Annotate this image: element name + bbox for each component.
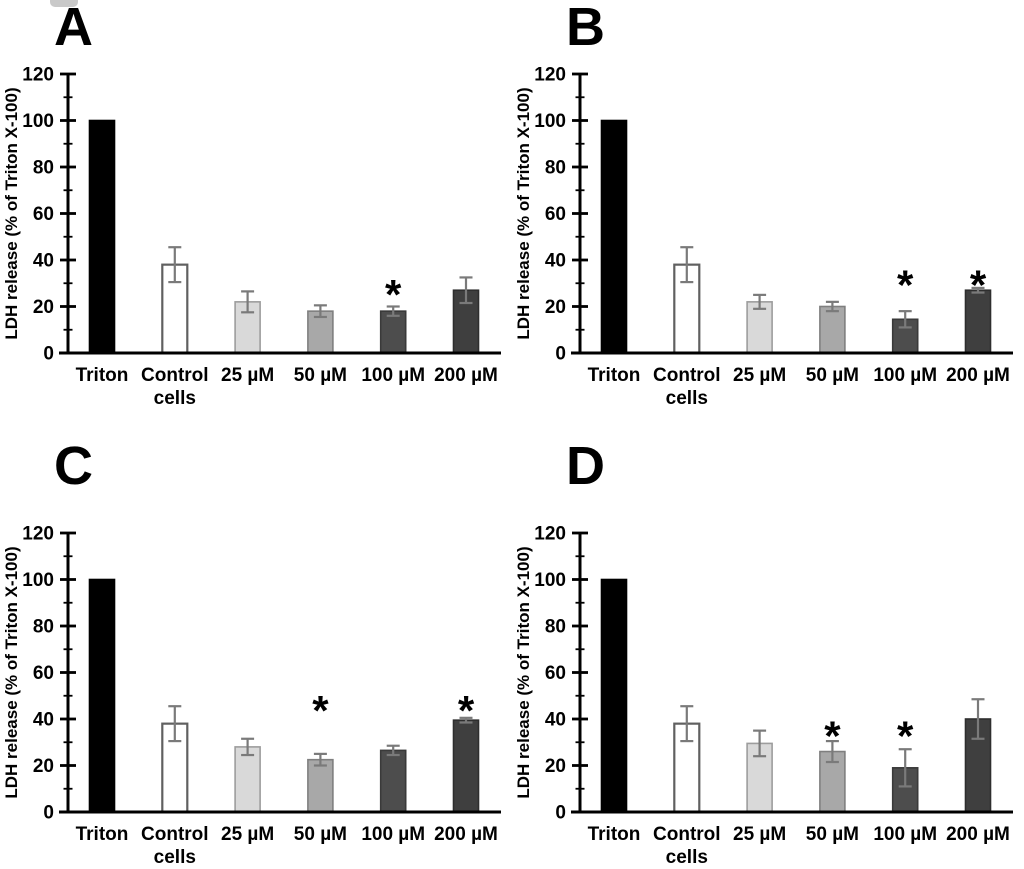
significance-asterisk-50-m: * (824, 712, 841, 759)
bar-50-m (307, 758, 334, 813)
significance-asterisk-200-m: * (970, 262, 987, 309)
significance-asterisk-50-m: * (312, 687, 329, 734)
x-category-label-control-cells-line2: cells (154, 388, 196, 409)
y-tick-label-80: 80 (33, 158, 54, 179)
y-tick-label-60: 60 (545, 204, 566, 225)
y-tick-label-120: 120 (22, 524, 54, 545)
y-tick-label-20: 20 (33, 297, 54, 318)
panel-b-letter: B (566, 0, 605, 57)
y-tick-label-40: 40 (545, 251, 566, 272)
x-category-label-25-m: 25 µM (221, 824, 274, 845)
y-axis-title: LDH release (% of Triton X-100) (2, 87, 21, 339)
x-category-label-200-m: 200 µM (946, 365, 1010, 386)
x-category-label-100-m: 100 µM (361, 824, 425, 845)
x-category-label-control-cells: Control (653, 824, 721, 845)
panel-a: A * 0 20 40 60 80 100 120 LDH release (% of Trit… (0, 0, 512, 435)
y-tick-label-80: 80 (545, 617, 566, 638)
y-tick-label-60: 60 (545, 663, 566, 684)
x-category-label-50-m: 50 µM (806, 365, 859, 386)
panel-a-letter: A (54, 0, 93, 57)
significance-asterisk-100-m: * (897, 712, 914, 759)
y-tick-label-80: 80 (33, 617, 54, 638)
bar-triton (88, 578, 116, 813)
panel-c-letter: C (54, 436, 93, 496)
y-tick-label-0: 0 (43, 803, 54, 824)
x-category-label-control-cells-line2: cells (666, 388, 708, 409)
x-category-label-100-m: 100 µM (361, 365, 425, 386)
x-category-label-25-m: 25 µM (733, 365, 786, 386)
x-category-label-triton: Triton (76, 824, 129, 845)
x-category-label-control-cells-line2: cells (154, 847, 196, 868)
x-category-label-control-cells: Control (653, 365, 721, 386)
y-tick-label-100: 100 (534, 570, 566, 591)
x-category-label-100-m: 100 µM (873, 365, 937, 386)
x-category-label-50-m: 50 µM (294, 365, 347, 386)
y-axis-title: LDH release (% of Triton X-100) (514, 546, 533, 798)
y-tick-label-80: 80 (545, 158, 566, 179)
y-tick-label-20: 20 (33, 756, 54, 777)
x-category-label-control-cells-line2: cells (666, 847, 708, 868)
y-tick-label-20: 20 (545, 297, 566, 318)
bar-200-m (452, 719, 480, 813)
x-category-label-triton: Triton (588, 365, 641, 386)
y-axis-title: LDH release (% of Triton X-100) (2, 546, 21, 798)
panel-c: C * * 0 20 40 60 80 100 120 LDH release (% of Tri… (0, 434, 512, 869)
x-category-label-triton: Triton (588, 824, 641, 845)
x-category-label-control-cells: Control (141, 824, 209, 845)
y-tick-label-120: 120 (534, 524, 566, 545)
bar-triton (88, 119, 116, 354)
x-category-label-200-m: 200 µM (434, 824, 498, 845)
x-category-label-200-m: 200 µM (434, 365, 498, 386)
y-tick-label-60: 60 (33, 204, 54, 225)
x-category-label-50-m: 50 µM (294, 824, 347, 845)
significance-asterisk-100-m: * (385, 271, 402, 318)
y-tick-label-40: 40 (545, 710, 566, 731)
x-category-label-100-m: 100 µM (873, 824, 937, 845)
y-tick-label-20: 20 (545, 756, 566, 777)
significance-asterisk-100-m: * (897, 262, 914, 309)
y-tick-label-0: 0 (43, 344, 54, 365)
y-tick-label-100: 100 (22, 111, 54, 132)
bar-50-m (819, 305, 846, 354)
y-tick-label-120: 120 (22, 65, 54, 86)
bar-100-m (379, 749, 407, 813)
bar-200-m (964, 289, 992, 354)
y-tick-label-40: 40 (33, 710, 54, 731)
significance-asterisk-200-m: * (458, 687, 475, 734)
bar-triton (600, 119, 628, 354)
y-tick-label-100: 100 (534, 111, 566, 132)
y-tick-label-40: 40 (33, 251, 54, 272)
bar-25-m (746, 301, 773, 354)
panel-d-letter: D (566, 436, 605, 496)
y-tick-label-0: 0 (555, 803, 566, 824)
y-tick-label-60: 60 (33, 663, 54, 684)
panel-d: D * * 0 20 40 60 80 100 120 LDH release (% of Tri… (512, 434, 1024, 869)
x-category-label-25-m: 25 µM (221, 365, 274, 386)
bar-triton (600, 578, 628, 813)
y-tick-label-100: 100 (22, 570, 54, 591)
y-tick-label-120: 120 (534, 65, 566, 86)
panel-b: B * * 0 20 40 60 80 100 120 LDH release (% of Tri… (512, 0, 1024, 435)
y-tick-label-0: 0 (555, 344, 566, 365)
x-category-label-triton: Triton (76, 365, 129, 386)
y-axis-title: LDH release (% of Triton X-100) (514, 87, 533, 339)
x-category-label-200-m: 200 µM (946, 824, 1010, 845)
x-category-label-25-m: 25 µM (733, 824, 786, 845)
x-category-label-control-cells: Control (141, 365, 209, 386)
bar-25-m (234, 746, 261, 813)
artifact-smudge (50, 0, 78, 7)
x-category-label-50-m: 50 µM (806, 824, 859, 845)
